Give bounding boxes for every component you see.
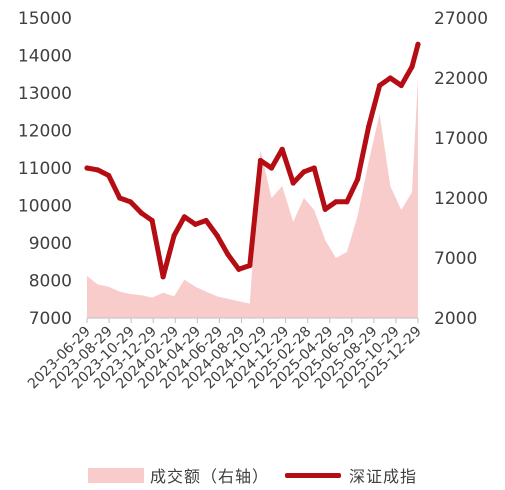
y-left-tick-label: 10000 [18,197,72,217]
data-point-index [268,165,275,171]
data-point-index [214,232,220,239]
data-point-index [236,266,242,272]
y-right-tick-label: 12000 [434,189,488,209]
data-point-index [117,195,123,201]
data-point-index [301,169,307,175]
y-left-tick-label: 15000 [18,9,72,29]
data-point-index [181,214,187,220]
y-right-tick-label: 27000 [434,9,488,29]
y-right-tick-label: 7000 [434,249,477,269]
data-point-index [257,157,264,164]
data-point-index [311,165,317,171]
y-left-tick-label: 14000 [18,47,72,67]
data-point-index [398,82,404,89]
data-point-index [415,41,421,47]
data-point-index [279,146,285,152]
y-left-tick-label: 12000 [18,122,72,142]
data-point-index [409,64,415,70]
data-point-index [355,176,361,182]
legend-label-volume: 成交额（右轴） [149,467,269,486]
chart-svg: 7000 8000 9000 10000 11000 12000 13000 14000 150… [18,9,488,392]
data-point-index [203,217,209,224]
data-point-index [138,210,144,216]
legend-swatch-line [285,472,341,478]
y-left-tick-label: 8000 [29,272,72,292]
data-point-index [127,199,133,205]
legend-swatch-area [87,467,144,483]
y-right-tick-label: 17000 [434,129,488,149]
data-point-index [160,274,166,280]
data-point-index [387,75,393,81]
data-point-index [366,124,372,130]
y-right-tick-label: 22000 [434,69,488,89]
data-point-index [377,82,383,89]
y-left-tick-label: 7000 [29,309,72,329]
data-point-index [171,232,177,239]
data-point-index [225,251,231,257]
series-area-volume [87,78,418,318]
data-point-index [106,172,112,179]
y-left-tick-label: 11000 [18,159,72,179]
data-point-index [149,217,155,224]
legend-item-volume: 成交额（右轴） [87,463,269,487]
legend-label-index: 深证成指 [349,467,418,486]
data-point-index [247,262,253,269]
y-left-tick-label: 13000 [18,84,72,104]
data-point-index [95,167,101,173]
data-point-index [192,221,198,227]
legend: 成交额（右轴） 深证成指 [0,462,505,488]
data-point-index [290,180,296,186]
y-left-tick-label: 9000 [29,234,72,254]
data-point-index [84,165,90,171]
data-point-index [344,199,350,205]
legend-item-index: 深证成指 [285,463,417,487]
data-point-index [333,199,339,205]
y-right-tick-label: 2000 [434,309,477,329]
data-point-index [322,206,328,212]
